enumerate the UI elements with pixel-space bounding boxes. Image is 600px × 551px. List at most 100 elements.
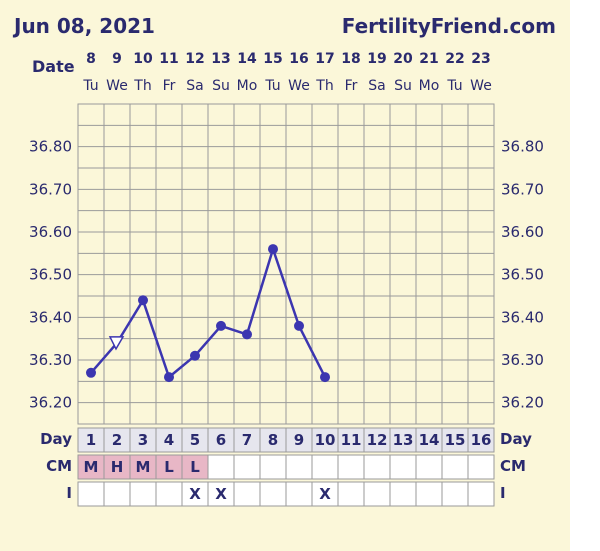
temperature-point	[320, 372, 330, 383]
intercourse-row-label-right: I	[500, 484, 506, 502]
weekday-label: We	[288, 78, 310, 94]
date-label: 12	[185, 51, 204, 67]
cm-cell-box	[337, 454, 365, 480]
intercourse-cell-box	[441, 481, 469, 507]
day-cell-text: 10	[315, 431, 336, 449]
intercourse-cell-text: X	[189, 485, 201, 503]
day-cell-text: 7	[242, 431, 252, 449]
weekday-label: Fr	[163, 78, 176, 94]
cm-cell-text: L	[164, 458, 174, 476]
cm-cell-box	[441, 454, 469, 480]
temperature-point	[268, 244, 278, 255]
day-cell-text: 11	[341, 431, 362, 449]
chart-date-title: Jun 08, 2021	[12, 14, 155, 38]
cm-cell-box	[207, 454, 235, 480]
temperature-series	[86, 244, 330, 383]
weekday-label: Th	[133, 78, 151, 94]
day-row-label-right: Day	[500, 430, 532, 448]
date-label: 17	[315, 51, 334, 67]
weekday-label: Tu	[264, 78, 280, 94]
temperature-point	[190, 350, 200, 361]
weekday-label: We	[106, 78, 128, 94]
day-cell-box	[363, 427, 391, 453]
cm-cell-box	[129, 454, 157, 480]
weekday-label: We	[470, 78, 492, 94]
weekday-label: Fr	[345, 78, 358, 94]
weekday-label: Su	[394, 78, 412, 94]
day-cell-text: 5	[190, 431, 200, 449]
day-cell-box	[415, 427, 443, 453]
y-tick-label-left: 36.40	[29, 308, 72, 326]
y-tick-label-left: 36.70	[29, 180, 72, 198]
date-label: 14	[237, 51, 257, 67]
intercourse-cell-box	[415, 481, 443, 507]
cm-cell-box	[467, 454, 495, 480]
y-tick-label-left: 36.60	[29, 223, 72, 241]
date-label: 20	[393, 51, 413, 67]
weekday-label: Tu	[446, 78, 462, 94]
y-tick-label-right: 36.60	[501, 223, 544, 241]
weekday-label: Sa	[186, 78, 203, 94]
y-tick-label-right: 36.80	[501, 138, 544, 156]
cm-cell-box	[285, 454, 313, 480]
intercourse-cell-text: X	[215, 485, 227, 503]
day-cell-text: 6	[216, 431, 226, 449]
y-tick-label-right: 36.20	[501, 394, 544, 412]
cycle-table: 1 2 3 4 5 6 7 8 9 10 11 12 13 14 15 16M H M L LX X X	[77, 427, 495, 507]
cm-cell-box	[233, 454, 261, 480]
day-cell-text: 8	[268, 431, 278, 449]
intercourse-cell-box	[155, 481, 183, 507]
temperature-point	[294, 320, 304, 331]
weekday-label: Mo	[237, 78, 258, 94]
day-cell-text: 13	[393, 431, 414, 449]
cm-cell-box	[389, 454, 417, 480]
temperature-point	[242, 329, 252, 340]
cm-row-label-left: CM	[46, 457, 72, 475]
fertility-chart: Jun 08, 2021 FertilityFriend.com Date 8 T…	[0, 0, 570, 551]
intercourse-cell-box	[467, 481, 495, 507]
date-label: 8	[86, 51, 96, 67]
date-label: 15	[263, 51, 282, 67]
day-cell-text: 4	[164, 431, 174, 449]
cm-cell-text: H	[111, 458, 124, 476]
day-row-label-left: Day	[40, 430, 72, 448]
intercourse-cell-box	[337, 481, 365, 507]
intercourse-cell-box	[311, 481, 339, 507]
temperature-point	[86, 367, 96, 378]
cm-cell-box	[103, 454, 131, 480]
cm-cell-text: L	[190, 458, 200, 476]
day-cell-text: 14	[419, 431, 440, 449]
intercourse-cell-text: X	[319, 485, 331, 503]
date-label: 18	[341, 51, 360, 67]
date-row-label: Date	[32, 57, 75, 76]
intercourse-cell-box	[129, 481, 157, 507]
temperature-line	[90, 247, 327, 379]
intercourse-cell-box	[389, 481, 417, 507]
temperature-point	[164, 372, 174, 383]
day-cell-box	[259, 427, 287, 453]
y-tick-label-left: 36.30	[29, 351, 72, 369]
date-label: 11	[159, 51, 178, 67]
date-label: 13	[211, 51, 230, 67]
temperature-point-open	[108, 336, 125, 351]
day-cell-box	[311, 427, 339, 453]
y-tick-label-right: 36.70	[501, 180, 544, 198]
date-label: 23	[471, 51, 490, 67]
day-cell-box	[467, 427, 495, 453]
weekday-label: Sa	[368, 78, 385, 94]
date-label: 9	[112, 51, 122, 67]
intercourse-cell-box	[233, 481, 261, 507]
y-tick-label-right: 36.50	[501, 266, 544, 284]
date-label: 21	[419, 51, 438, 67]
intercourse-row-label-left: I	[66, 484, 72, 502]
date-label: 10	[133, 51, 153, 67]
y-tick-label-left: 36.50	[29, 266, 72, 284]
cm-cell-box	[415, 454, 443, 480]
day-cell-box	[181, 427, 209, 453]
cm-cell-text: M	[84, 458, 99, 476]
day-cell-text: 9	[294, 431, 304, 449]
y-tick-label-right: 36.40	[501, 308, 544, 326]
weekday-label: Tu	[82, 78, 98, 94]
date-label: 19	[367, 51, 386, 67]
weekday-label: Mo	[419, 78, 440, 94]
